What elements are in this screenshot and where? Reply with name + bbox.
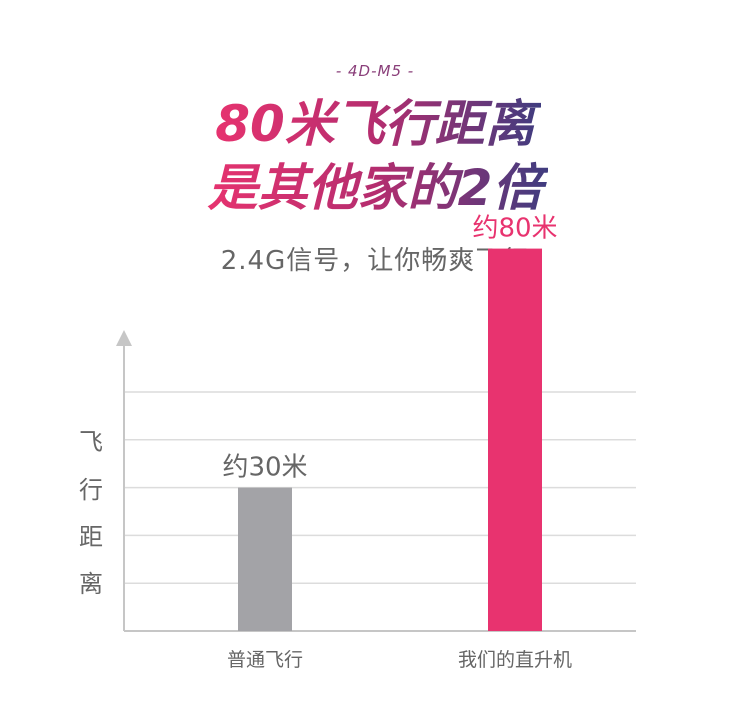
headline-line1: 80米飞行距离 <box>0 94 750 154</box>
data-label-0: 约30米 <box>222 453 307 483</box>
category-label-0: 普通飞行 <box>227 649 303 671</box>
subtitle: 2.4G信号，让你畅爽飞行 <box>220 246 530 276</box>
y-axis-label-char: 离 <box>79 570 103 598</box>
category-label-1: 我们的直升机 <box>458 649 572 671</box>
y-axis-label-char: 行 <box>79 476 103 504</box>
y-axis-label-char: 距 <box>79 523 103 551</box>
y-axis-arrow <box>116 330 132 346</box>
headline-line2: 是其他家的2倍 <box>0 158 750 218</box>
bar-0 <box>238 487 292 631</box>
model-tag: - 4D-M5 - <box>335 62 415 80</box>
data-label-1: 约80米 <box>472 214 557 244</box>
bar-1 <box>488 248 542 631</box>
y-axis-label-char: 飞 <box>79 428 103 456</box>
